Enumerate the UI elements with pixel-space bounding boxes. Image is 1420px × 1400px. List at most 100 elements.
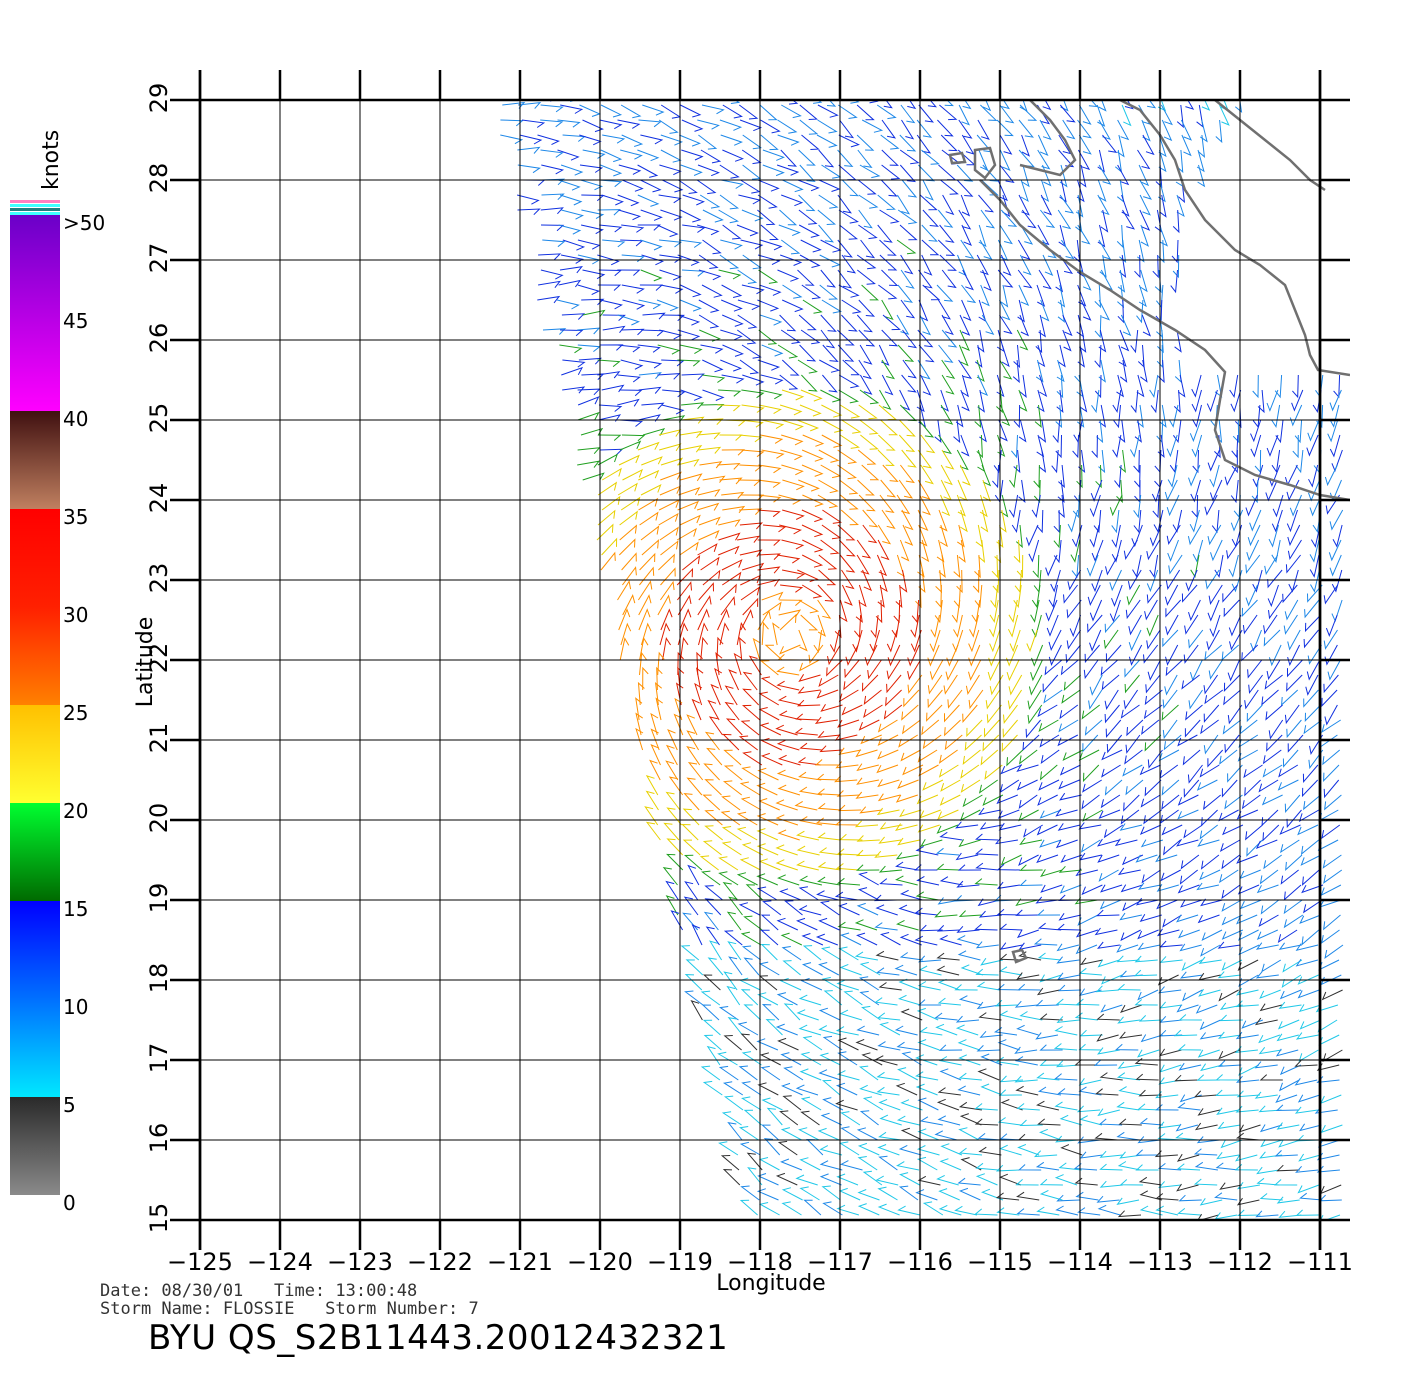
wind-barb [901, 1051, 922, 1066]
wind-barb [1062, 749, 1084, 762]
wind-barb [1208, 584, 1223, 605]
longitude-tick-label: −120 [567, 1248, 633, 1276]
wind-barb [577, 284, 601, 296]
wind-barb [1093, 509, 1102, 534]
wind-barb [723, 930, 743, 946]
wind-barb [1056, 943, 1080, 952]
wind-barb [843, 990, 863, 1006]
wind-barb [1059, 1114, 1083, 1126]
wind-barb [1303, 794, 1321, 811]
wind-barb [699, 461, 723, 469]
wind-barb [1297, 824, 1319, 836]
wind-barb [900, 1127, 923, 1141]
wind-barb [1000, 854, 1022, 866]
wind-barb [722, 881, 738, 901]
wind-barb [741, 449, 765, 458]
wind-barb [982, 269, 992, 292]
wind-barb [818, 569, 837, 586]
wind-barb [881, 359, 896, 380]
wind-barb [1118, 344, 1127, 367]
wind-barb [875, 1175, 899, 1186]
wind-barb [958, 1101, 982, 1111]
wind-barb [775, 844, 798, 856]
wind-barb [707, 957, 724, 976]
wind-barb [665, 880, 679, 901]
wind-barb [1262, 764, 1283, 778]
wind-barb [801, 464, 824, 477]
wind-barb [743, 1004, 762, 1021]
wind-barb [759, 314, 783, 326]
wind-barb [1099, 1072, 1123, 1081]
wind-barb [1252, 374, 1259, 399]
wind-barb [1062, 314, 1073, 337]
wind-barb [1048, 629, 1062, 651]
wind-barb [855, 791, 879, 799]
wind-barb [1248, 674, 1264, 695]
wind-barb [1319, 1094, 1342, 1105]
wind-barb [582, 309, 606, 318]
wind-barb [1203, 734, 1219, 755]
legend-band [10, 1097, 60, 1195]
wind-barb [737, 1021, 759, 1036]
wind-barb [1250, 629, 1262, 652]
wind-barb [1078, 134, 1092, 155]
wind-barb [869, 629, 880, 653]
wind-barb [1214, 1192, 1238, 1201]
wind-barb [1294, 1060, 1318, 1067]
wind-barb [841, 314, 858, 332]
wind-barb [1188, 464, 1201, 487]
wind-barb [977, 1133, 1001, 1141]
wind-barb [837, 269, 853, 289]
wind-barb [697, 119, 720, 130]
wind-barb [937, 119, 954, 137]
wind-barb [782, 960, 801, 976]
wind-barb [1127, 569, 1142, 591]
wind-barb [867, 659, 882, 680]
wind-barb [1149, 374, 1159, 398]
wind-barb [1309, 494, 1322, 517]
wind-barb [1176, 914, 1199, 923]
wind-barb [761, 1097, 783, 1111]
wind-barb [722, 733, 740, 751]
wind-barb [741, 842, 763, 856]
wind-barb [937, 1115, 961, 1126]
wind-barb [1192, 449, 1199, 474]
wind-barb [721, 1111, 742, 1126]
wind-barb [1193, 1090, 1218, 1098]
wind-barb [780, 254, 803, 266]
wind-barb [1100, 1004, 1123, 1013]
wind-barb [783, 1066, 804, 1081]
wind-barb [718, 389, 742, 397]
wind-barb [1214, 1212, 1238, 1220]
wind-barb [621, 134, 644, 147]
wind-barb [1268, 719, 1284, 740]
wind-barb [759, 1052, 781, 1066]
wind-barb [986, 704, 1002, 724]
wind-barb [976, 434, 983, 459]
wind-barb [1058, 719, 1079, 733]
wind-barb [640, 209, 663, 221]
wind-barb [877, 539, 890, 561]
wind-barb [1216, 1107, 1239, 1116]
wind-barb [1195, 1004, 1218, 1014]
wind-barb [915, 1083, 938, 1096]
wind-barb [927, 644, 940, 667]
wind-barb [1258, 1034, 1281, 1044]
wind-barb [721, 795, 741, 811]
wind-barb [757, 509, 781, 518]
wind-barb [702, 209, 724, 223]
wind-barb [974, 848, 999, 856]
wind-barb [856, 835, 880, 842]
wind-barb [1158, 149, 1167, 173]
wind-barb [918, 269, 933, 289]
wind-barb [1098, 869, 1119, 882]
wind-barb [839, 833, 863, 841]
wind-barb [1109, 494, 1123, 517]
longitude-tick-label: −112 [1207, 1248, 1273, 1276]
wind-barb [818, 1007, 841, 1021]
wind-barb [1040, 749, 1060, 765]
wind-barb [1080, 839, 1101, 853]
wind-barb [955, 1015, 980, 1023]
wind-barb [1058, 344, 1066, 368]
wind-barb [1239, 719, 1258, 735]
